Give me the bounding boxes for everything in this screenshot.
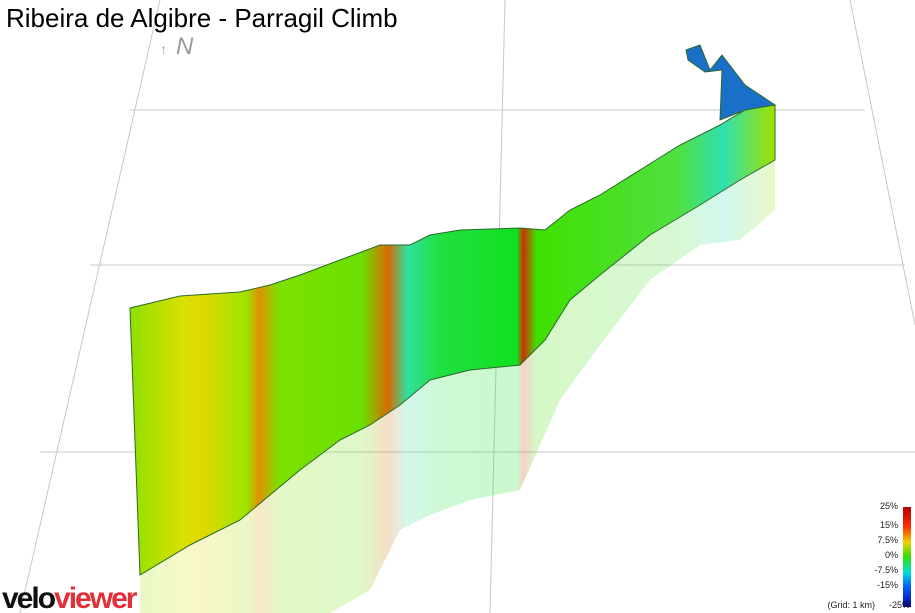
reflection — [140, 160, 775, 613]
north-label: N — [176, 33, 194, 60]
legend-label: 7.5% — [877, 535, 898, 545]
legend-label: -15% — [877, 580, 898, 590]
legend-label: 0% — [885, 550, 898, 560]
legend-label: -7.5% — [874, 565, 898, 575]
title: Ribeira de Algibre - Parragil Climb — [6, 3, 398, 33]
logo-part: viewer — [54, 582, 138, 613]
legend-label: 15% — [880, 520, 898, 530]
legend-label: -25% — [889, 600, 910, 610]
legend-label: 25% — [880, 501, 898, 511]
north-arrow: ↑ — [160, 41, 167, 57]
logo-part: velo — [2, 582, 56, 613]
elevation-wall — [129, 104, 776, 576]
logo: veloviewer — [2, 582, 138, 613]
grid-note: (Grid: 1 km) — [827, 600, 875, 610]
legend-scale — [903, 507, 911, 607]
